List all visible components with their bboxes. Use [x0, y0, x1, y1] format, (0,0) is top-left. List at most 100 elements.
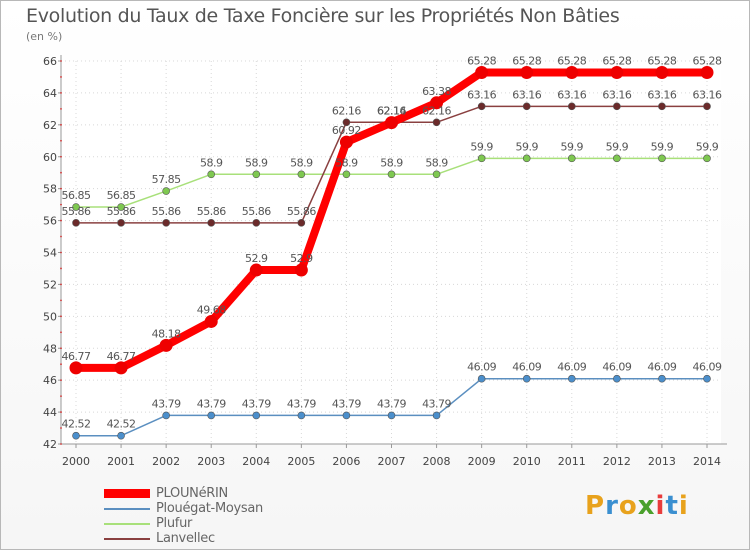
data-point	[252, 170, 261, 179]
y-minor-tick	[60, 411, 62, 413]
legend-item: Plufur	[104, 516, 263, 531]
y-tick-label: 48	[43, 342, 57, 355]
data-point	[477, 154, 486, 163]
data-point	[117, 431, 125, 440]
x-tick-label: 2004	[242, 455, 270, 468]
data-label: 43.79	[332, 397, 361, 410]
y-minor-tick	[60, 267, 62, 270]
data-point	[207, 170, 216, 179]
data-label: 65.28	[557, 54, 586, 67]
data-point	[703, 374, 711, 383]
legend-item: Lanvellec	[104, 531, 263, 546]
y-minor-tick	[60, 187, 62, 190]
data-point	[252, 219, 261, 227]
y-minor-tick	[60, 347, 62, 350]
data-label: 58.9	[290, 156, 313, 169]
y-minor-tick	[60, 203, 62, 206]
data-label: 65.28	[467, 54, 496, 67]
logo-letter: r	[605, 491, 619, 521]
data-point	[339, 135, 353, 149]
data-point	[342, 411, 351, 420]
data-label: 65.28	[602, 54, 631, 67]
data-point	[114, 361, 128, 375]
data-label: 56.85	[107, 189, 136, 202]
data-point	[117, 219, 125, 227]
data-point	[162, 219, 170, 227]
legend-label: Plufur	[156, 516, 193, 531]
data-point	[432, 411, 441, 420]
y-minor-tick	[60, 331, 62, 334]
y-minor-tick	[60, 379, 62, 382]
data-point	[613, 154, 621, 163]
logo-letter: o	[618, 491, 638, 521]
y-minor-tick	[60, 443, 62, 445]
legend-item: Plouégat-Moysan	[104, 501, 263, 516]
data-label: 43.79	[422, 397, 451, 410]
x-tick-label: 2008	[423, 455, 451, 468]
data-point	[522, 102, 531, 111]
y-minor-tick	[60, 107, 62, 110]
data-point	[432, 170, 441, 179]
data-label: 59.9	[606, 140, 629, 153]
x-tick-label: 2005	[287, 455, 315, 468]
y-minor-tick	[60, 283, 62, 286]
data-label: 63.16	[693, 88, 722, 101]
data-label: 46.77	[107, 350, 136, 363]
data-label: 65.28	[647, 54, 676, 67]
data-point	[117, 203, 125, 211]
data-label: 46.09	[512, 361, 541, 374]
y-tick-label: 58	[43, 183, 57, 196]
data-label: 55.86	[62, 205, 91, 218]
data-label: 59.9	[651, 140, 674, 153]
y-minor-tick	[60, 123, 62, 126]
axes: 42 44 46 48 50 52 54 56 58 60 62 64 66 2000 2001 2002 20…	[43, 55, 727, 468]
data-label: 58.9	[425, 156, 448, 169]
data-label: 55.86	[152, 205, 181, 218]
data-label: 63.16	[557, 88, 586, 101]
y-minor-tick	[60, 299, 62, 302]
data-point	[162, 411, 170, 420]
x-tick-label: 2006	[332, 455, 360, 468]
data-label: 43.79	[152, 397, 181, 410]
data-point	[565, 65, 579, 79]
data-point	[297, 219, 306, 227]
data-label: 60.92	[332, 124, 361, 137]
data-label: 46.09	[467, 361, 496, 374]
legend-swatch	[104, 507, 150, 510]
y-tick-label: 54	[43, 247, 57, 260]
data-labels: 42.52 42.52 43.79 43.79 43.79 43.79 43.79 43.79…	[62, 54, 723, 430]
data-label: 62.16	[332, 104, 361, 117]
data-point	[430, 96, 444, 110]
data-point	[249, 263, 263, 277]
data-label: 59.9	[561, 140, 584, 153]
data-label: 48.18	[152, 327, 181, 340]
data-point	[387, 170, 396, 179]
x-tick-label: 2011	[558, 455, 586, 468]
legend-swatch	[104, 537, 150, 540]
data-label: 49.68	[197, 303, 226, 316]
x-tick-label: 2014	[693, 455, 721, 468]
y-tick-label: 66	[43, 55, 57, 68]
y-minor-tick	[60, 427, 62, 429]
y-minor-tick	[60, 60, 62, 62]
data-point	[475, 65, 489, 79]
y-minor-tick	[60, 251, 62, 254]
data-point	[703, 102, 711, 111]
data-point	[252, 411, 261, 420]
series-lines	[69, 65, 714, 440]
data-label: 46.09	[602, 361, 631, 374]
proxiti-logo: Proxiti	[585, 491, 689, 521]
data-point	[207, 219, 216, 227]
data-label: 63.16	[647, 88, 676, 101]
logo-letter: t	[665, 491, 679, 521]
data-point	[567, 374, 576, 383]
y-tick-label: 52	[43, 278, 57, 291]
y-tick-label: 44	[43, 406, 57, 419]
data-point	[613, 374, 621, 383]
chart-title: Evolution du Taux de Taxe Foncière sur l…	[26, 5, 620, 27]
data-label: 63.38	[422, 85, 451, 98]
data-point	[522, 154, 531, 163]
data-point	[477, 102, 486, 111]
data-label: 57.85	[152, 173, 181, 186]
